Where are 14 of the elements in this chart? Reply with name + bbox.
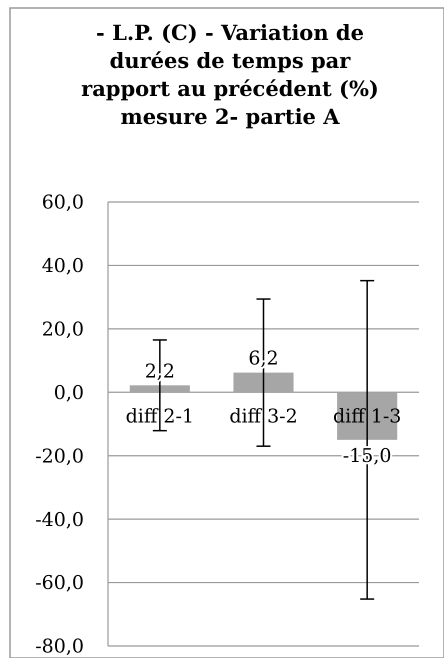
y-tick-label: 40,0 bbox=[42, 255, 84, 278]
x-tick-label: diff 3-2 bbox=[229, 405, 298, 428]
bar bbox=[233, 372, 294, 392]
y-tick-label: -80,0 bbox=[35, 636, 84, 658]
chart-title: - L.P. (C) - Variation de durées de temps par rapport au précédent (%) mesure 2- partie A bbox=[81, 20, 379, 129]
y-tick-label: 0,0 bbox=[54, 382, 84, 404]
y-tick-label: 60,0 bbox=[42, 192, 84, 214]
y-tick-label: -20,0 bbox=[35, 445, 84, 468]
x-tick-label: diff 1-3 bbox=[332, 405, 402, 428]
y-tick-label: 20,0 bbox=[42, 318, 84, 341]
y-tick-label: -60,0 bbox=[35, 572, 84, 594]
x-tick-label: diff 2-1 bbox=[126, 405, 194, 428]
bar bbox=[130, 385, 190, 392]
y-tick-label: -40,0 bbox=[35, 508, 84, 531]
